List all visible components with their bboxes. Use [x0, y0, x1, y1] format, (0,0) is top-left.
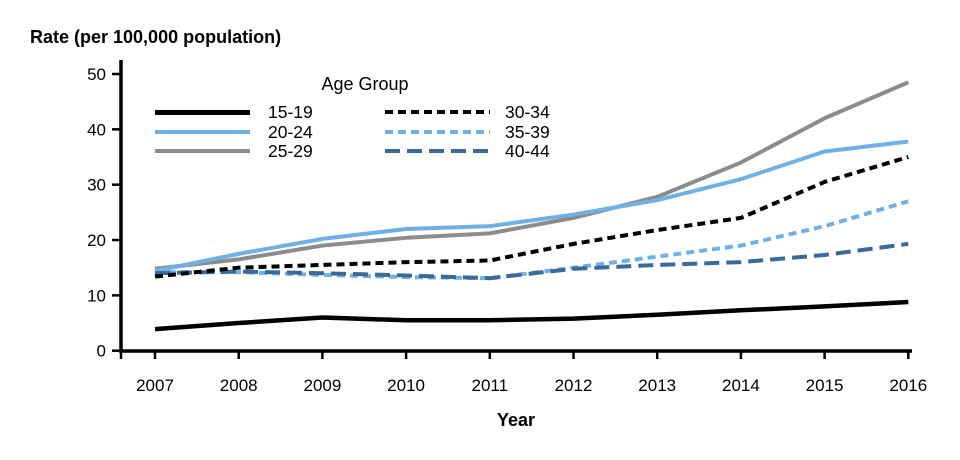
series-line-40-44	[154, 241, 909, 281]
y-tick-label: 30	[87, 176, 106, 195]
x-tick-label: 2015	[806, 376, 844, 395]
y-tick-label: 20	[87, 231, 106, 250]
x-tick-label: 2009	[303, 376, 341, 395]
series-line-35-39	[155, 199, 909, 281]
y-tick-label: 10	[87, 286, 106, 305]
series-line-25-29	[154, 80, 910, 271]
x-axis-label: Year	[496, 410, 536, 430]
x-tick-label: 2016	[889, 376, 927, 395]
y-axis-title: Rate (per 100,000 population)	[30, 27, 282, 47]
x-tick-label: 2012	[555, 376, 593, 395]
series-line-20-24	[154, 139, 909, 273]
series-line-15-19	[154, 299, 909, 332]
series-line-30-34	[154, 155, 909, 279]
x-tick-label: 2014	[722, 376, 760, 395]
y-tick-label: 40	[87, 120, 106, 139]
x-tick-label: 2011	[472, 376, 509, 395]
y-tick-label: 50	[87, 65, 106, 84]
x-tick-label: 2013	[638, 376, 676, 395]
x-tick-label: 2008	[220, 376, 258, 395]
x-tick-label: 2010	[387, 376, 425, 395]
y-tick-label: 0	[97, 342, 106, 361]
x-tick-label: 2007	[136, 376, 174, 395]
